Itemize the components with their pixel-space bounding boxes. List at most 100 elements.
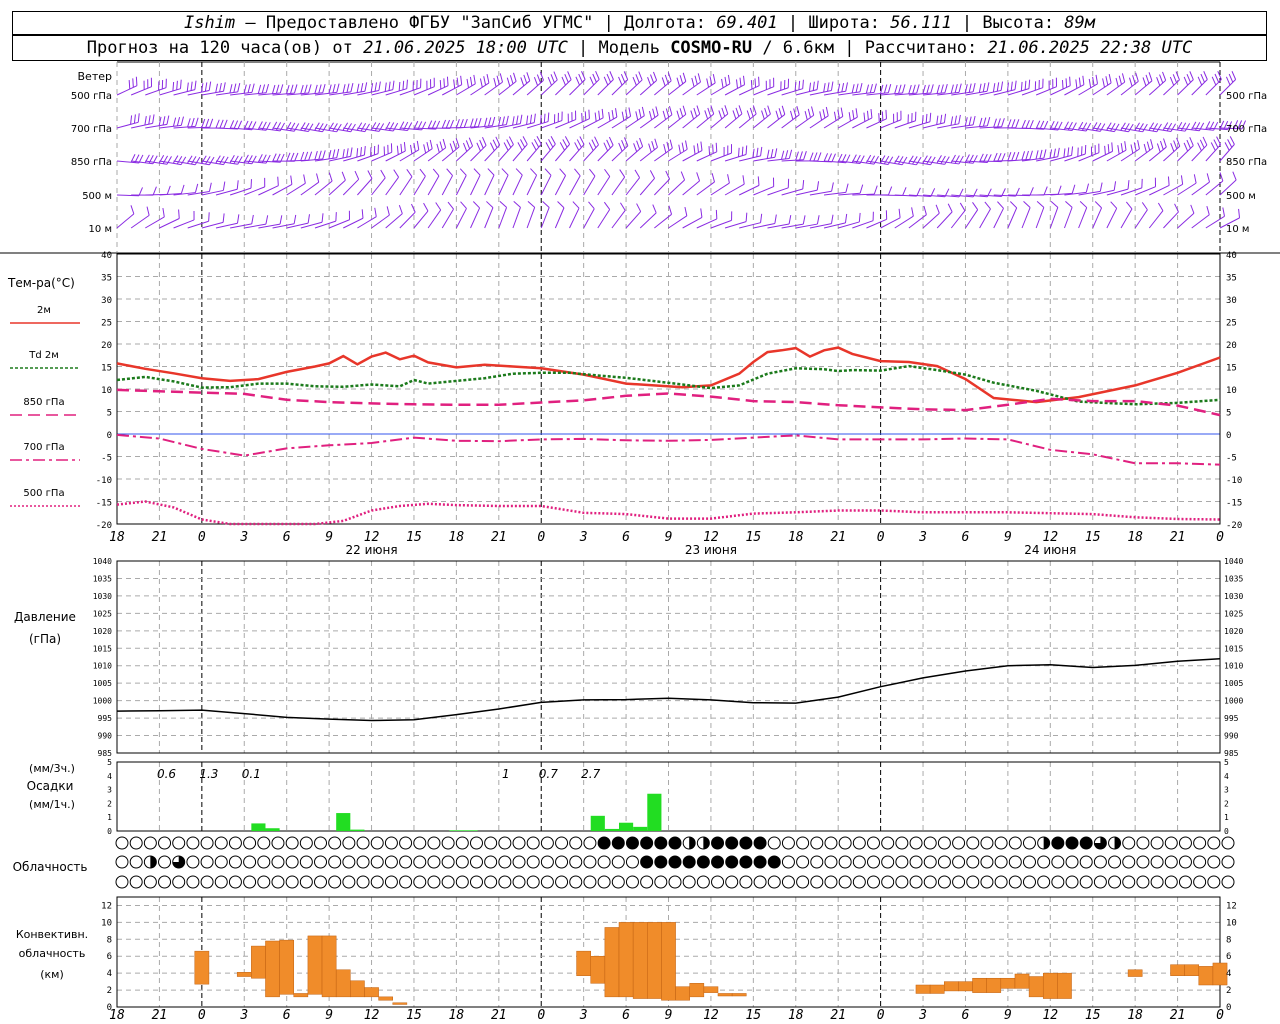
wind-barb-feather xyxy=(257,84,262,94)
wind-barb xyxy=(116,194,140,197)
wind-barb-feather xyxy=(1197,76,1203,86)
wind-barb-feather xyxy=(735,79,739,89)
wind-barb-feather xyxy=(618,76,623,86)
wind-barb-feather xyxy=(533,113,536,123)
hour-label: 21 xyxy=(1170,530,1186,545)
wind-barb-feather xyxy=(592,73,597,83)
wind-barb xyxy=(1134,80,1153,96)
wind-barb-feather xyxy=(543,113,546,123)
wind-barb-feather xyxy=(286,122,292,131)
wind-barb-feather xyxy=(628,107,632,117)
cloud-octa-symbol xyxy=(455,855,469,869)
cloud-octa-symbol xyxy=(952,875,966,889)
conv-ytick-left: 6 xyxy=(107,952,112,962)
wind-barb-feather xyxy=(788,149,793,159)
wind-barb-feather xyxy=(1206,173,1210,183)
conv-cloud-bar xyxy=(972,977,987,993)
wind-barb-feather xyxy=(756,147,759,157)
pres-ytick-right: 990 xyxy=(1224,732,1239,741)
wind-barb-feather xyxy=(944,156,950,165)
wind-barb-feather xyxy=(499,201,507,208)
wind-barb xyxy=(922,212,940,229)
wind-barb-feather xyxy=(1135,72,1139,82)
wind-barb xyxy=(441,208,454,229)
wind-barb xyxy=(611,79,629,96)
wind-barb xyxy=(696,82,716,96)
cloud-octa-symbol xyxy=(1022,836,1036,850)
cloud-octa-symbol xyxy=(867,875,881,889)
wind-barb-feather xyxy=(265,215,269,225)
wind-barb xyxy=(201,221,224,229)
wind-barb-feather xyxy=(328,172,333,182)
wind-barb xyxy=(1134,186,1156,196)
wind-barb-feather xyxy=(940,114,943,124)
wind-barb-feather xyxy=(1130,144,1134,154)
hour-label: 9 xyxy=(665,530,673,545)
wind-barb-feather xyxy=(1225,76,1231,86)
wind-barb-feather xyxy=(201,155,207,164)
wind-barb-feather xyxy=(166,115,170,125)
cloud-octa-symbol xyxy=(498,836,512,850)
cloud-octa-symbol xyxy=(937,836,951,850)
wind-barb-feather xyxy=(1111,142,1114,152)
wind-barb-feather xyxy=(487,168,495,176)
cloud-octa-symbol xyxy=(711,855,725,869)
temp-series-line xyxy=(116,500,1221,526)
wind-barb xyxy=(696,181,715,196)
hour-label: 0 xyxy=(877,530,885,545)
temp-ytick-right: 5 xyxy=(1226,409,1231,419)
wind-barb-feather xyxy=(1050,201,1059,208)
wind-barb-feather xyxy=(286,84,290,94)
wind-barb xyxy=(173,219,195,229)
wind-barb-feather xyxy=(148,115,151,125)
wind-barb-feather xyxy=(823,83,826,93)
wind-barb-feather xyxy=(721,78,724,88)
wind-barb xyxy=(427,209,442,229)
wind-barb-feather xyxy=(742,175,745,185)
wind-barb-feather xyxy=(621,111,625,121)
wind-barb-feather xyxy=(721,107,726,117)
cloud-octa-symbol xyxy=(1207,855,1221,869)
wind-barb-feather xyxy=(496,75,500,85)
wind-barb-feather xyxy=(547,112,550,122)
wind-barb-feather xyxy=(533,139,540,148)
wind-barb-feather xyxy=(465,140,471,149)
wind-barb xyxy=(342,178,360,196)
wind-barb xyxy=(950,210,966,229)
wind-barb-feather xyxy=(1173,140,1178,150)
wind-barb-feather xyxy=(271,84,276,94)
conv-cloud-bar xyxy=(632,922,648,999)
cloud-octa-symbol xyxy=(583,836,597,850)
cloud-octa-symbol xyxy=(498,875,512,889)
precip-3h-total: 0.6 xyxy=(157,767,176,781)
wind-barb-feather xyxy=(194,183,199,193)
wind-barb-feather xyxy=(354,170,360,180)
wind-barb-feather xyxy=(694,75,698,85)
wind-barb xyxy=(569,175,581,196)
conv-cloud-bar xyxy=(1057,972,1072,999)
wind-barb-feather xyxy=(576,139,582,148)
wind-barb-feather xyxy=(968,116,972,126)
wind-barb-feather xyxy=(1143,143,1147,153)
wind-barb xyxy=(215,188,238,196)
wind-barb xyxy=(526,207,536,229)
wind-barb-feather xyxy=(803,151,807,160)
wind-barb-feather xyxy=(1170,123,1177,132)
cloud-octa-symbol xyxy=(895,836,909,850)
wind-barb-feather xyxy=(625,109,628,119)
wind-barb-feather xyxy=(1162,122,1169,131)
wind-barb-feather xyxy=(984,201,991,210)
cloud-octa-symbol xyxy=(753,836,767,850)
conv-cloud-bar xyxy=(958,981,973,992)
wind-barb-feather xyxy=(501,168,509,176)
conv-cloud-bar xyxy=(618,922,634,998)
wind-barb xyxy=(272,184,293,196)
wind-barb-feather xyxy=(574,142,580,151)
wind-barb-feather xyxy=(318,84,322,94)
wind-barb-feather xyxy=(958,114,961,124)
wind-barb xyxy=(371,214,390,229)
cloud-octa-symbol xyxy=(810,875,824,889)
wind-barb xyxy=(1106,208,1118,229)
cloud-octa-symbol xyxy=(1093,875,1107,889)
wind-barb xyxy=(187,220,209,229)
